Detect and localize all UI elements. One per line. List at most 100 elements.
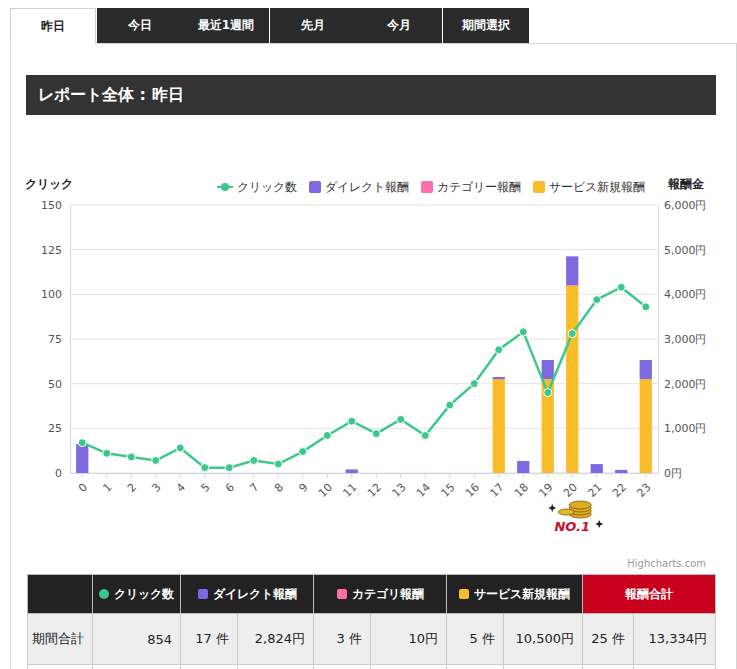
legend-label: サービス新規報酬 (549, 180, 645, 194)
tab[interactable]: 期間選択 (443, 8, 529, 43)
table-cell-empty (28, 665, 93, 669)
table-cell: 期間合計 (28, 614, 93, 665)
x-tick-mark (106, 473, 107, 478)
marker (78, 439, 86, 447)
y-tick-label: 150 (41, 199, 62, 212)
bar (444, 473, 456, 474)
table-cell-empty (504, 665, 583, 669)
bar (370, 473, 382, 474)
bar (297, 473, 309, 474)
x-tick-label: 12 (365, 481, 384, 500)
x-tick: 20 (561, 473, 580, 500)
table-cell-empty (583, 665, 634, 669)
tab[interactable]: 昨日 (10, 8, 96, 44)
bar (272, 473, 284, 474)
x-tick: 1 (100, 473, 114, 495)
x-tick-mark (400, 473, 401, 478)
marker (470, 380, 478, 388)
x-tick: 0 (76, 473, 90, 495)
x-tick: 19 (537, 473, 556, 500)
table-row: 期間合計85417 件2,824円3 件10円5 件10,500円25 件13,… (28, 614, 716, 665)
bar (591, 464, 603, 473)
y2-tick-label: 2,000円 (664, 378, 707, 391)
table-cell: 17 件 (181, 614, 238, 665)
legend-symbol (421, 181, 433, 193)
y-tick: 0 (55, 467, 70, 480)
x-tick-mark (351, 473, 352, 478)
x-tick-label: 13 (390, 481, 409, 500)
table-cell-empty (314, 665, 371, 669)
legend-item[interactable]: サービス新規報酬 (533, 180, 645, 194)
table-header: ダイレクト報酬 (181, 575, 314, 614)
tab[interactable]: 今月 (356, 8, 442, 43)
x-tick-label: 3 (149, 481, 163, 495)
bar (248, 473, 260, 474)
y2-axis-line (658, 206, 659, 474)
table-cell: 13,334円 (634, 614, 716, 665)
y2-tick: 0円 (658, 467, 682, 480)
bar (395, 473, 407, 474)
bar (419, 473, 431, 474)
y2-tick-label: 4,000円 (664, 288, 707, 301)
marker (323, 431, 331, 439)
bar (566, 285, 578, 473)
credit[interactable]: Highcharts.com (627, 558, 706, 569)
y-tick-label: 100 (41, 288, 62, 301)
x-tick: 13 (390, 473, 409, 500)
tab[interactable]: 先月 (270, 8, 356, 43)
x-tick: 14 (414, 473, 433, 500)
bar (223, 473, 235, 474)
table-cell: 10円 (371, 614, 447, 665)
marker (568, 330, 576, 338)
table-cell-empty (447, 665, 504, 669)
table-header-row: クリック数ダイレクト報酬カテゴリ報酬サービス新規報酬報酬合計 (28, 575, 716, 614)
table-cell: 3 件 (314, 614, 371, 665)
x-tick-mark (131, 473, 132, 478)
report-header: レポート全体 : 昨日 (26, 75, 716, 115)
bar (395, 473, 407, 474)
tab[interactable]: 最近1週間 (183, 8, 269, 43)
legend-item[interactable]: カテゴリー報酬 (421, 180, 521, 194)
marker (544, 389, 552, 397)
marker (617, 283, 625, 291)
x-tick: 6 (223, 473, 237, 495)
header-marker (459, 589, 469, 599)
x-tick: 12 (365, 473, 384, 500)
y2-tick: 3,000円 (658, 333, 707, 346)
bar-series (493, 285, 652, 473)
legend-label: クリック数 (237, 180, 297, 194)
y-tick-label: 25 (48, 422, 62, 435)
bar (174, 473, 186, 474)
table-header: 報酬合計 (583, 575, 716, 614)
x-tick: 15 (439, 473, 458, 500)
x-tick-mark (547, 473, 548, 478)
legend-item[interactable]: クリック数 (217, 180, 297, 194)
x-tick-label: 15 (439, 481, 458, 500)
bar (493, 377, 505, 379)
bar (199, 473, 211, 474)
x-tick-label: 9 (296, 481, 310, 495)
x-tick-label: 11 (341, 481, 360, 500)
y-tick-label: 125 (41, 244, 62, 257)
marker (127, 453, 135, 461)
line-series (78, 283, 650, 471)
bar (272, 473, 284, 474)
x-tick-label: 18 (512, 481, 531, 500)
bar (444, 473, 456, 474)
y2-axis: 0円1,000円2,000円3,000円4,000円5,000円6,000円 (658, 199, 707, 480)
bar (125, 473, 137, 474)
tab[interactable]: 今日 (97, 8, 183, 43)
bar (248, 473, 260, 474)
x-tick-label: 20 (561, 481, 580, 500)
legend-item[interactable]: ダイレクト報酬 (309, 180, 409, 194)
table-cell: 854 (93, 614, 181, 665)
x-tick: 5 (198, 473, 212, 495)
bar (297, 473, 309, 474)
marker (103, 449, 111, 457)
marker (176, 444, 184, 452)
bar (321, 473, 333, 474)
x-tick-label: 17 (488, 481, 507, 500)
bar (395, 473, 407, 474)
bar (297, 473, 309, 474)
y-tick: 100 (41, 288, 70, 301)
